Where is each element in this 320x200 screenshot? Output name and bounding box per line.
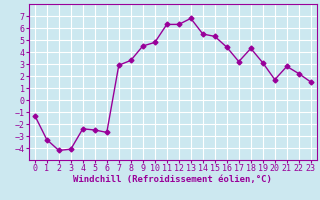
X-axis label: Windchill (Refroidissement éolien,°C): Windchill (Refroidissement éolien,°C) [73,175,272,184]
